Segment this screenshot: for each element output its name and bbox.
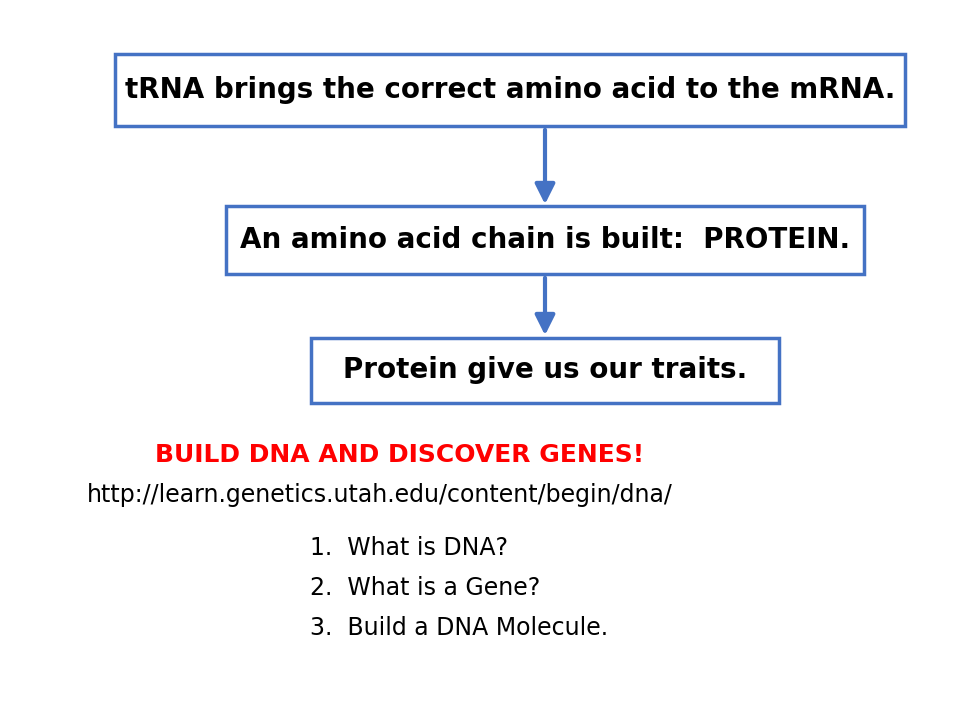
Text: 3.  Build a DNA Molecule.: 3. Build a DNA Molecule. [310, 616, 608, 640]
Text: tRNA brings the correct amino acid to the mRNA.: tRNA brings the correct amino acid to th… [125, 76, 895, 104]
Text: An amino acid chain is built:  PROTEIN.: An amino acid chain is built: PROTEIN. [240, 226, 850, 254]
FancyBboxPatch shape [311, 338, 779, 402]
Text: Protein give us our traits.: Protein give us our traits. [343, 356, 747, 384]
Text: 2.  What is a Gene?: 2. What is a Gene? [310, 576, 540, 600]
Text: http://learn.genetics.utah.edu/content/begin/dna/: http://learn.genetics.utah.edu/content/b… [87, 483, 673, 507]
FancyBboxPatch shape [226, 206, 864, 274]
FancyBboxPatch shape [115, 54, 905, 126]
Text: BUILD DNA AND DISCOVER GENES!: BUILD DNA AND DISCOVER GENES! [156, 443, 644, 467]
Text: 1.  What is DNA?: 1. What is DNA? [310, 536, 508, 560]
